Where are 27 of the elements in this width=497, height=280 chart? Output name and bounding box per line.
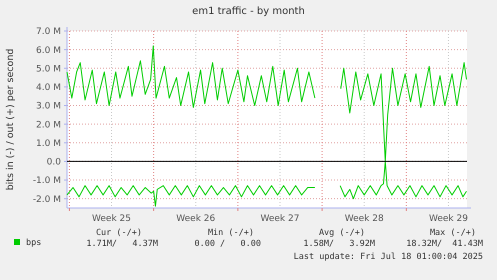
y-tick-label: 5.0 M [36,64,61,74]
y-tick-label: 0.0 [46,158,62,168]
text: Last update: Fri Jul 18 01:00:04 2025 [294,252,483,262]
y-tick-label: -1.0 M [32,176,61,186]
text: Max (-/+) [430,228,476,238]
text: 1.71M/ 4.37M [86,239,158,249]
text: 1.58M/ 3.92M [303,239,375,249]
x-tick-label: Week 27 [260,214,300,224]
x-tick-label: Week 26 [176,214,216,224]
x-tick-label: Week 25 [92,214,132,224]
text: 0.00 / 0.00 [194,239,261,249]
y-tick-label: 7.0 M [36,27,61,38]
text: Cur (-/+) [96,228,142,238]
y-tick-label: 3.0 M [36,102,61,112]
y-tick-label: 6.0 M [36,46,61,56]
y-tick-label: 1.0 M [36,138,61,149]
y-tick-label: 4.0 M [36,83,61,94]
x-tick-label: Week 29 [428,214,468,224]
text: Avg (-/+) [318,228,365,238]
text: 18.32M/ 41.43M [406,239,483,249]
y-axis-title: bits in (-) / out (+) per second [5,48,16,190]
y-tick-label: 2.0 M [36,120,61,130]
text: Min (-/+) [208,228,254,238]
legend-label: bps [26,238,42,248]
y-tick-label: -2.0 M [32,194,61,205]
x-tick-label: Week 28 [344,214,384,224]
chart-title: em1 traffic - by month [192,6,305,17]
